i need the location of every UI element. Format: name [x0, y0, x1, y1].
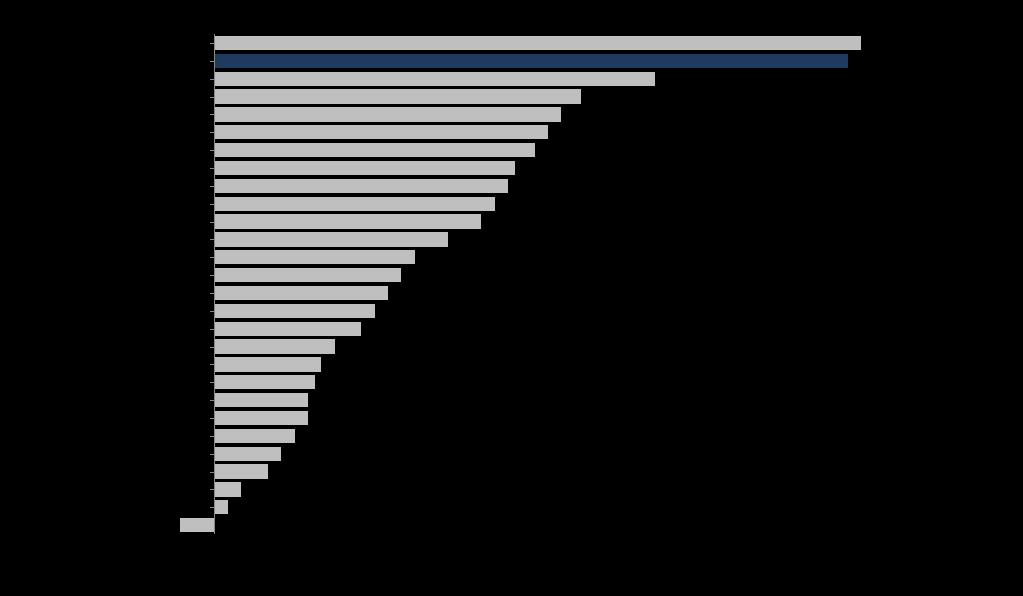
bar: [215, 286, 388, 300]
bar: [215, 447, 282, 461]
y-tick: [210, 293, 214, 294]
y-tick: [210, 186, 214, 187]
bar: [215, 36, 862, 50]
y-tick: [210, 114, 214, 115]
bar: [215, 232, 448, 246]
bar: [215, 161, 515, 175]
horizontal-bar-chart: [180, 34, 880, 534]
y-tick: [210, 61, 214, 62]
bar: [215, 482, 242, 496]
y-tick: [210, 329, 214, 330]
y-tick: [210, 400, 214, 401]
bar-highlight: [215, 54, 848, 68]
y-tick: [210, 97, 214, 98]
bar: [180, 518, 213, 532]
bar: [215, 197, 495, 211]
y-tick: [210, 472, 214, 473]
y-tick: [210, 239, 214, 240]
bar: [215, 375, 315, 389]
bar: [215, 304, 375, 318]
bar: [215, 250, 415, 264]
bar: [215, 500, 228, 514]
y-tick: [210, 204, 214, 205]
y-tick: [210, 222, 214, 223]
y-tick: [210, 436, 214, 437]
y-tick: [210, 275, 214, 276]
y-tick: [210, 150, 214, 151]
bar: [215, 143, 535, 157]
y-tick: [210, 168, 214, 169]
bar: [215, 322, 362, 336]
y-tick: [210, 507, 214, 508]
bar: [215, 411, 308, 425]
y-tick: [210, 418, 214, 419]
bar: [215, 268, 402, 282]
bar: [215, 125, 548, 139]
bar: [215, 214, 482, 228]
bar: [215, 72, 655, 86]
bar: [215, 429, 295, 443]
bar: [215, 393, 308, 407]
y-tick: [210, 43, 214, 44]
y-tick: [210, 454, 214, 455]
bar: [215, 89, 582, 103]
y-tick: [210, 311, 214, 312]
y-tick: [210, 364, 214, 365]
bar: [215, 464, 268, 478]
y-tick: [210, 257, 214, 258]
y-tick: [210, 132, 214, 133]
y-tick: [210, 382, 214, 383]
bar: [215, 179, 508, 193]
bar: [215, 107, 562, 121]
bar: [215, 357, 322, 371]
y-tick: [210, 347, 214, 348]
bar: [215, 339, 335, 353]
y-tick: [210, 79, 214, 80]
y-tick: [210, 489, 214, 490]
